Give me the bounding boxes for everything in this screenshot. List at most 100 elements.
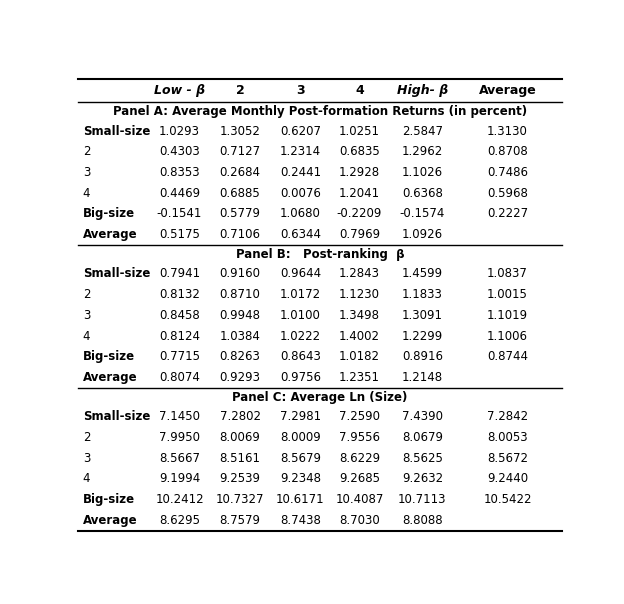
Text: 10.2412: 10.2412 (155, 493, 204, 506)
Text: 1.1019: 1.1019 (487, 309, 528, 322)
Text: 4: 4 (83, 187, 90, 200)
Text: 0.7941: 0.7941 (159, 268, 200, 280)
Text: 0.7969: 0.7969 (339, 228, 380, 241)
Text: 1.2314: 1.2314 (280, 146, 321, 158)
Text: 0.9756: 0.9756 (280, 371, 321, 384)
Text: 0.8074: 0.8074 (159, 371, 200, 384)
Text: Small-size: Small-size (83, 268, 150, 280)
Text: 0.8124: 0.8124 (159, 330, 200, 342)
Text: 1.0182: 1.0182 (339, 350, 380, 363)
Text: 0.9293: 0.9293 (220, 371, 260, 384)
Text: 0.7486: 0.7486 (487, 166, 528, 179)
Text: 0.8710: 0.8710 (220, 288, 260, 301)
Text: 0.5968: 0.5968 (487, 187, 528, 200)
Text: 2: 2 (83, 146, 90, 158)
Text: 2: 2 (83, 288, 90, 301)
Text: 7.1450: 7.1450 (159, 410, 200, 423)
Text: -0.2209: -0.2209 (337, 207, 382, 220)
Text: 1.0222: 1.0222 (280, 330, 321, 342)
Text: 4: 4 (83, 472, 90, 486)
Text: 10.7327: 10.7327 (216, 493, 264, 506)
Text: 9.2685: 9.2685 (339, 472, 380, 486)
Text: 7.2802: 7.2802 (220, 410, 260, 423)
Text: 0.6885: 0.6885 (220, 187, 260, 200)
Text: Average: Average (83, 514, 137, 527)
Text: 1.2962: 1.2962 (402, 146, 443, 158)
Text: 1.2299: 1.2299 (402, 330, 443, 342)
Text: 0.9160: 0.9160 (220, 268, 260, 280)
Text: Panel A: Average Monthly Post-formation Returns (in percent): Panel A: Average Monthly Post-formation … (113, 105, 527, 118)
Text: 8.7579: 8.7579 (220, 514, 260, 527)
Text: 1.1026: 1.1026 (402, 166, 443, 179)
Text: 1.0293: 1.0293 (159, 124, 200, 138)
Text: 0.8132: 0.8132 (159, 288, 200, 301)
Text: 1.0100: 1.0100 (280, 309, 321, 322)
Text: 1.3498: 1.3498 (339, 309, 380, 322)
Text: 0.8916: 0.8916 (402, 350, 443, 363)
Text: 0.7715: 0.7715 (159, 350, 200, 363)
Text: 8.7030: 8.7030 (339, 514, 380, 527)
Text: 1.3091: 1.3091 (402, 309, 443, 322)
Text: Average: Average (83, 228, 137, 241)
Text: 8.8088: 8.8088 (402, 514, 442, 527)
Text: High- β: High- β (397, 85, 448, 97)
Text: 0.5175: 0.5175 (159, 228, 200, 241)
Text: 8.6295: 8.6295 (159, 514, 200, 527)
Text: 7.4390: 7.4390 (402, 410, 443, 423)
Text: 10.7113: 10.7113 (398, 493, 447, 506)
Text: 0.9948: 0.9948 (220, 309, 260, 322)
Text: 0.7127: 0.7127 (220, 146, 261, 158)
Text: 10.6171: 10.6171 (276, 493, 324, 506)
Text: 1.2928: 1.2928 (339, 166, 380, 179)
Text: Big-size: Big-size (83, 493, 135, 506)
Text: 7.2590: 7.2590 (339, 410, 380, 423)
Text: Small-size: Small-size (83, 124, 150, 138)
Text: 1.0680: 1.0680 (280, 207, 321, 220)
Text: 1.2148: 1.2148 (402, 371, 443, 384)
Text: 0.8263: 0.8263 (220, 350, 260, 363)
Text: 3: 3 (296, 85, 305, 97)
Text: 8.7438: 8.7438 (280, 514, 321, 527)
Text: 3: 3 (83, 309, 90, 322)
Text: 8.5667: 8.5667 (159, 452, 200, 464)
Text: 1.1006: 1.1006 (487, 330, 528, 342)
Text: 9.1994: 9.1994 (159, 472, 200, 486)
Text: 0.4303: 0.4303 (159, 146, 200, 158)
Text: 2: 2 (83, 431, 90, 444)
Text: 0.8643: 0.8643 (280, 350, 321, 363)
Text: -0.1541: -0.1541 (157, 207, 202, 220)
Text: 1.4002: 1.4002 (339, 330, 380, 342)
Text: 1.0251: 1.0251 (339, 124, 380, 138)
Text: 8.0679: 8.0679 (402, 431, 443, 444)
Text: 7.9556: 7.9556 (339, 431, 380, 444)
Text: 1.0015: 1.0015 (487, 288, 528, 301)
Text: 2.5847: 2.5847 (402, 124, 443, 138)
Text: -0.1574: -0.1574 (399, 207, 445, 220)
Text: 3: 3 (83, 452, 90, 464)
Text: 1.2351: 1.2351 (339, 371, 380, 384)
Text: Big-size: Big-size (83, 350, 135, 363)
Text: 1.4599: 1.4599 (402, 268, 443, 280)
Text: 8.5161: 8.5161 (220, 452, 260, 464)
Text: 0.0076: 0.0076 (280, 187, 321, 200)
Text: 0.6835: 0.6835 (339, 146, 380, 158)
Text: 4: 4 (83, 330, 90, 342)
Text: 0.9644: 0.9644 (280, 268, 321, 280)
Text: 8.6229: 8.6229 (339, 452, 380, 464)
Text: 1.1833: 1.1833 (402, 288, 443, 301)
Text: Big-size: Big-size (83, 207, 135, 220)
Text: 0.2441: 0.2441 (280, 166, 321, 179)
Text: 8.0069: 8.0069 (220, 431, 260, 444)
Text: 0.2684: 0.2684 (220, 166, 260, 179)
Text: 1.1230: 1.1230 (339, 288, 380, 301)
Text: 0.7106: 0.7106 (220, 228, 260, 241)
Text: 1.3130: 1.3130 (487, 124, 528, 138)
Text: 0.5779: 0.5779 (220, 207, 260, 220)
Text: 8.5679: 8.5679 (280, 452, 321, 464)
Text: 8.5625: 8.5625 (402, 452, 443, 464)
Text: 9.2539: 9.2539 (220, 472, 260, 486)
Text: 8.5672: 8.5672 (487, 452, 528, 464)
Text: 1.3052: 1.3052 (220, 124, 260, 138)
Text: 0.6368: 0.6368 (402, 187, 443, 200)
Text: 10.5422: 10.5422 (483, 493, 532, 506)
